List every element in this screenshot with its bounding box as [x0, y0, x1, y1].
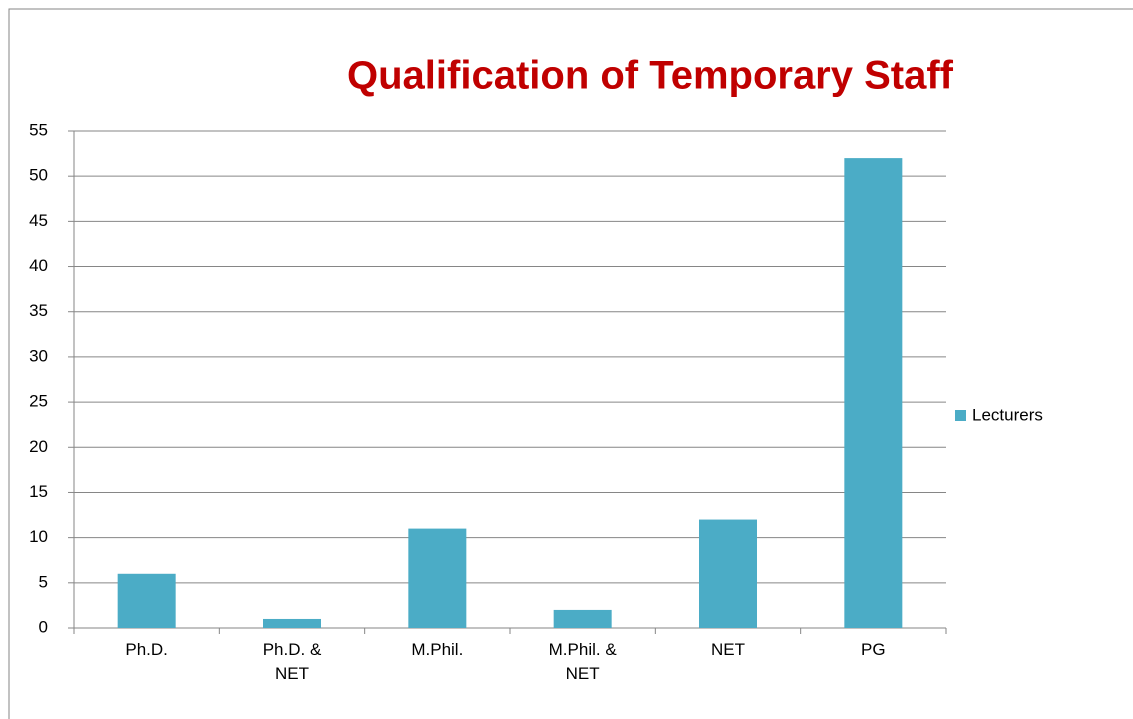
- y-tick-label: 15: [29, 482, 48, 501]
- y-tick-label: 35: [29, 301, 48, 320]
- x-tick-label: Ph.D.: [125, 640, 168, 659]
- y-tick-label: 40: [29, 256, 48, 275]
- legend-label: Lecturers: [972, 405, 1043, 424]
- bar: [408, 528, 467, 628]
- y-tick-label: 0: [39, 617, 48, 636]
- x-tick-label: M.Phil. & NET: [548, 640, 617, 683]
- bar: [117, 573, 176, 628]
- x-tick-label: PG: [861, 640, 886, 659]
- y-tick-label: 30: [29, 346, 48, 365]
- y-tick-label: 10: [29, 527, 48, 546]
- bar: [699, 519, 757, 628]
- x-tick-label: M.Phil.: [411, 640, 464, 659]
- chart-title: Qualification of Temporary Staff: [347, 54, 954, 98]
- legend-swatch: [955, 410, 966, 421]
- y-tick-label: 25: [29, 392, 48, 411]
- y-tick-label: 45: [29, 211, 48, 230]
- chart-border: [8, 8, 1133, 719]
- x-tick-label: Ph.D. & NET: [262, 640, 322, 683]
- bar: [844, 158, 903, 629]
- y-tick-label: 20: [29, 437, 48, 456]
- bar: [263, 618, 321, 628]
- y-tick-label: 5: [39, 572, 48, 591]
- y-tick-label: 55: [29, 120, 48, 139]
- x-tick-label: NET: [711, 640, 745, 659]
- y-tick-label: 50: [29, 166, 48, 185]
- bar: [553, 609, 612, 628]
